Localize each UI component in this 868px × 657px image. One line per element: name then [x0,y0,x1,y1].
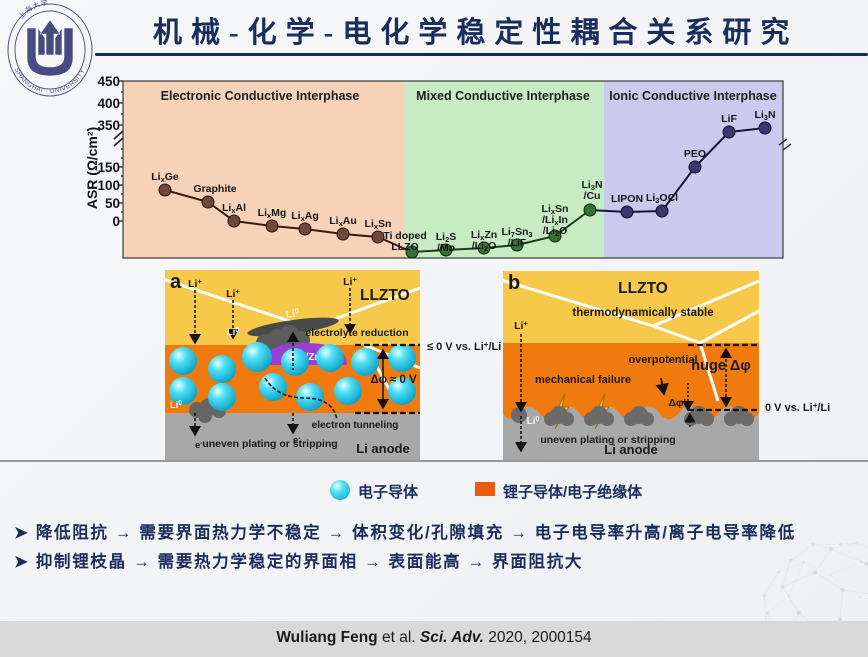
svg-text:350: 350 [97,118,120,133]
svg-text:0 V vs. Li+/Li: 0 V vs. Li+/Li [765,401,830,414]
svg-text:thermodynamically stable: thermodynamically stable [572,307,713,319]
svg-text:Electronic Conductive Interpha: Electronic Conductive Interphase [161,89,360,103]
svg-text:LixMg: LixMg [258,207,287,220]
svg-text:/Mo: /Mo [437,242,455,254]
svg-text:Mixed Conductive Interphase: Mixed Conductive Interphase [416,89,590,103]
svg-text:ASR (Ω/cm²): ASR (Ω/cm²) [84,127,100,209]
svg-text:50: 50 [105,196,120,211]
svg-text:LLZO: LLZO [391,241,418,253]
svg-text:Δφ: Δφ [371,374,388,386]
svg-text:b: b [508,272,520,294]
svg-text:LixAg: LixAg [291,210,319,223]
svg-text:/Cu: /Cu [584,190,601,202]
svg-text:Li anode: Li anode [356,441,409,456]
svg-text:LIPON: LIPON [611,193,643,205]
svg-text:mechanical failure: mechanical failure [535,374,631,386]
svg-text:LiF: LiF [721,113,737,125]
svg-text:Li anode: Li anode [604,442,657,457]
svg-text:100: 100 [97,178,120,193]
svg-text:overpotential: overpotential [628,354,697,366]
svg-text:Li3OCl: Li3OCl [646,192,678,205]
svg-text:150: 150 [97,160,120,175]
svg-text:LixGe: LixGe [151,171,179,184]
svg-text:LixAu: LixAu [329,215,357,228]
svg-text:huge Δφ: huge Δφ [691,358,750,374]
svg-text:400: 400 [97,96,120,111]
svg-text:LLZTO: LLZTO [360,287,410,304]
svg-text:uneven plating or stripping: uneven plating or stripping [202,438,337,450]
svg-text:0: 0 [112,214,120,229]
svg-text:electrolyte reduction: electrolyte reduction [305,327,408,339]
svg-text:PEO: PEO [684,148,706,160]
svg-text:Δφ': Δφ' [668,397,686,409]
svg-text:/LiF: /LiF [508,237,527,249]
svg-text:Ionic Conductive Interphase: Ionic Conductive Interphase [609,89,776,103]
svg-text:a: a [170,271,182,293]
svg-text:Graphite: Graphite [193,183,236,195]
svg-text:LLZTO: LLZTO [618,280,668,297]
svg-text:≈ 0 V: ≈ 0 V [390,374,417,386]
svg-text:electron tunneling: electron tunneling [312,420,399,431]
svg-text:≤ 0 V vs. Li+/Li: ≤ 0 V vs. Li+/Li [427,340,501,353]
svg-text:450: 450 [97,74,120,89]
